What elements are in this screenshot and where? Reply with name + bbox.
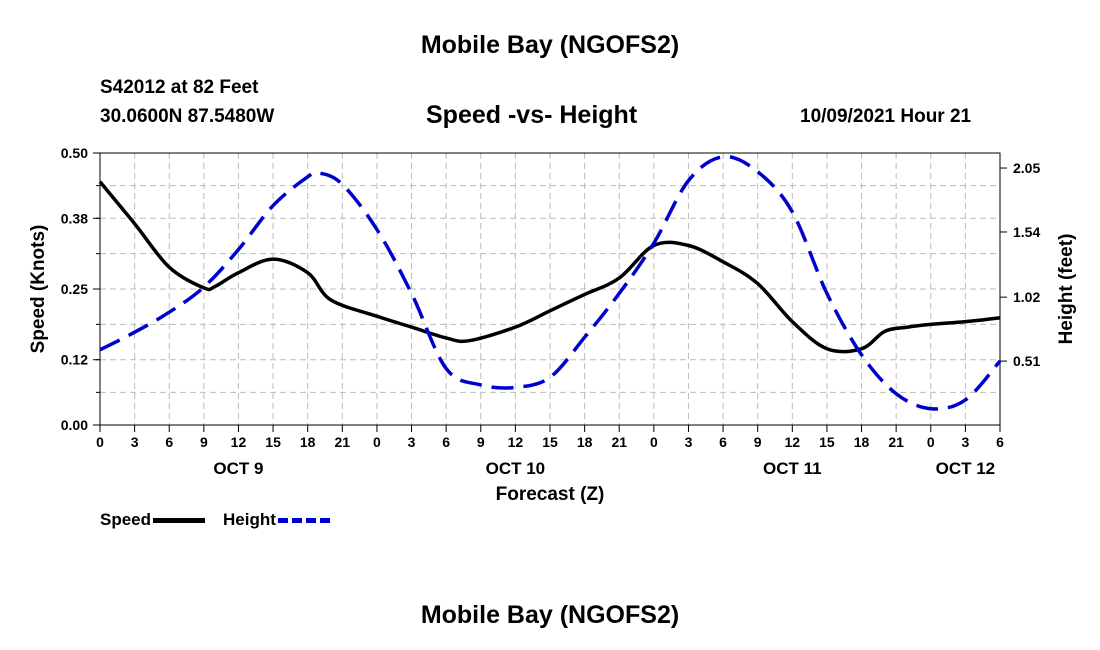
x-tick-label: 21 [335,434,351,450]
x-tick-label: 0 [373,434,381,450]
x-tick-label: 0 [96,434,104,450]
x-day-label: OCT 12 [936,459,996,478]
x-tick-label: 0 [650,434,658,450]
x-tick-label: 12 [508,434,524,450]
legend-height-swatch [277,517,330,523]
y-tick-label: 0.38 [61,210,88,226]
y-tick-label: 0.00 [61,417,88,433]
footer-title: Mobile Bay (NGOFS2) [420,601,680,629]
chart-subtitle: Speed -vs- Height [426,101,638,129]
x-tick-label: 6 [996,434,1004,450]
x-tick-label: 3 [131,434,139,450]
x-tick-label: 12 [231,434,247,450]
x-tick-label: 9 [200,434,208,450]
x-tick-label: 21 [611,434,627,450]
x-tick-label: 18 [854,434,870,450]
chart-legend: Speed Height [100,508,348,532]
x-tick-label: 0 [927,434,935,450]
y2-axis-title: Height (feet) [1056,234,1077,345]
x-tick-label: 9 [477,434,485,450]
speed-series-line [98,180,1001,354]
x-tick-label: 15 [819,434,835,450]
x-axis-title: Forecast (Z) [496,484,605,505]
station-coords: 30.0600N 87.5480W [100,106,275,127]
x-day-label: OCT 10 [486,459,546,478]
x-tick-label: 12 [785,434,801,450]
y2-tick-label: 0.51 [1013,353,1040,369]
page-title: Mobile Bay (NGOFS2) [420,31,680,59]
y-axis-title: Speed (Knots) [28,225,49,354]
y2-tick-label: 1.54 [1013,224,1040,240]
y-tick-label: 0.50 [61,145,88,161]
height-series-line [99,154,1002,411]
x-tick-label: 21 [888,434,904,450]
x-tick-label: 9 [754,434,762,450]
x-tick-label: 15 [265,434,281,450]
y-tick-label: 0.12 [61,352,88,368]
y2-tick-label: 2.05 [1013,160,1040,176]
legend-height-label: Height [223,510,276,529]
x-tick-label: 3 [685,434,693,450]
legend-speed-label: Speed [100,510,152,529]
x-tick-label: 18 [577,434,593,450]
x-tick-label: 6 [442,434,450,450]
station-label: S42012 at 82 Feet [100,77,259,98]
y-tick-label: 0.25 [61,281,88,297]
x-tick-label: 3 [408,434,416,450]
y2-tick-label: 1.02 [1013,289,1040,305]
x-tick-label: 3 [961,434,969,450]
x-tick-label: 6 [719,434,727,450]
forecast-run: 10/09/2021 Hour 21 [800,106,972,127]
x-day-label: OCT 9 [213,459,263,478]
legend-speed-swatch [153,517,206,523]
x-tick-label: 6 [165,434,173,450]
x-tick-label: 15 [542,434,558,450]
x-day-label: OCT 11 [763,459,822,478]
x-tick-label: 18 [300,434,316,450]
